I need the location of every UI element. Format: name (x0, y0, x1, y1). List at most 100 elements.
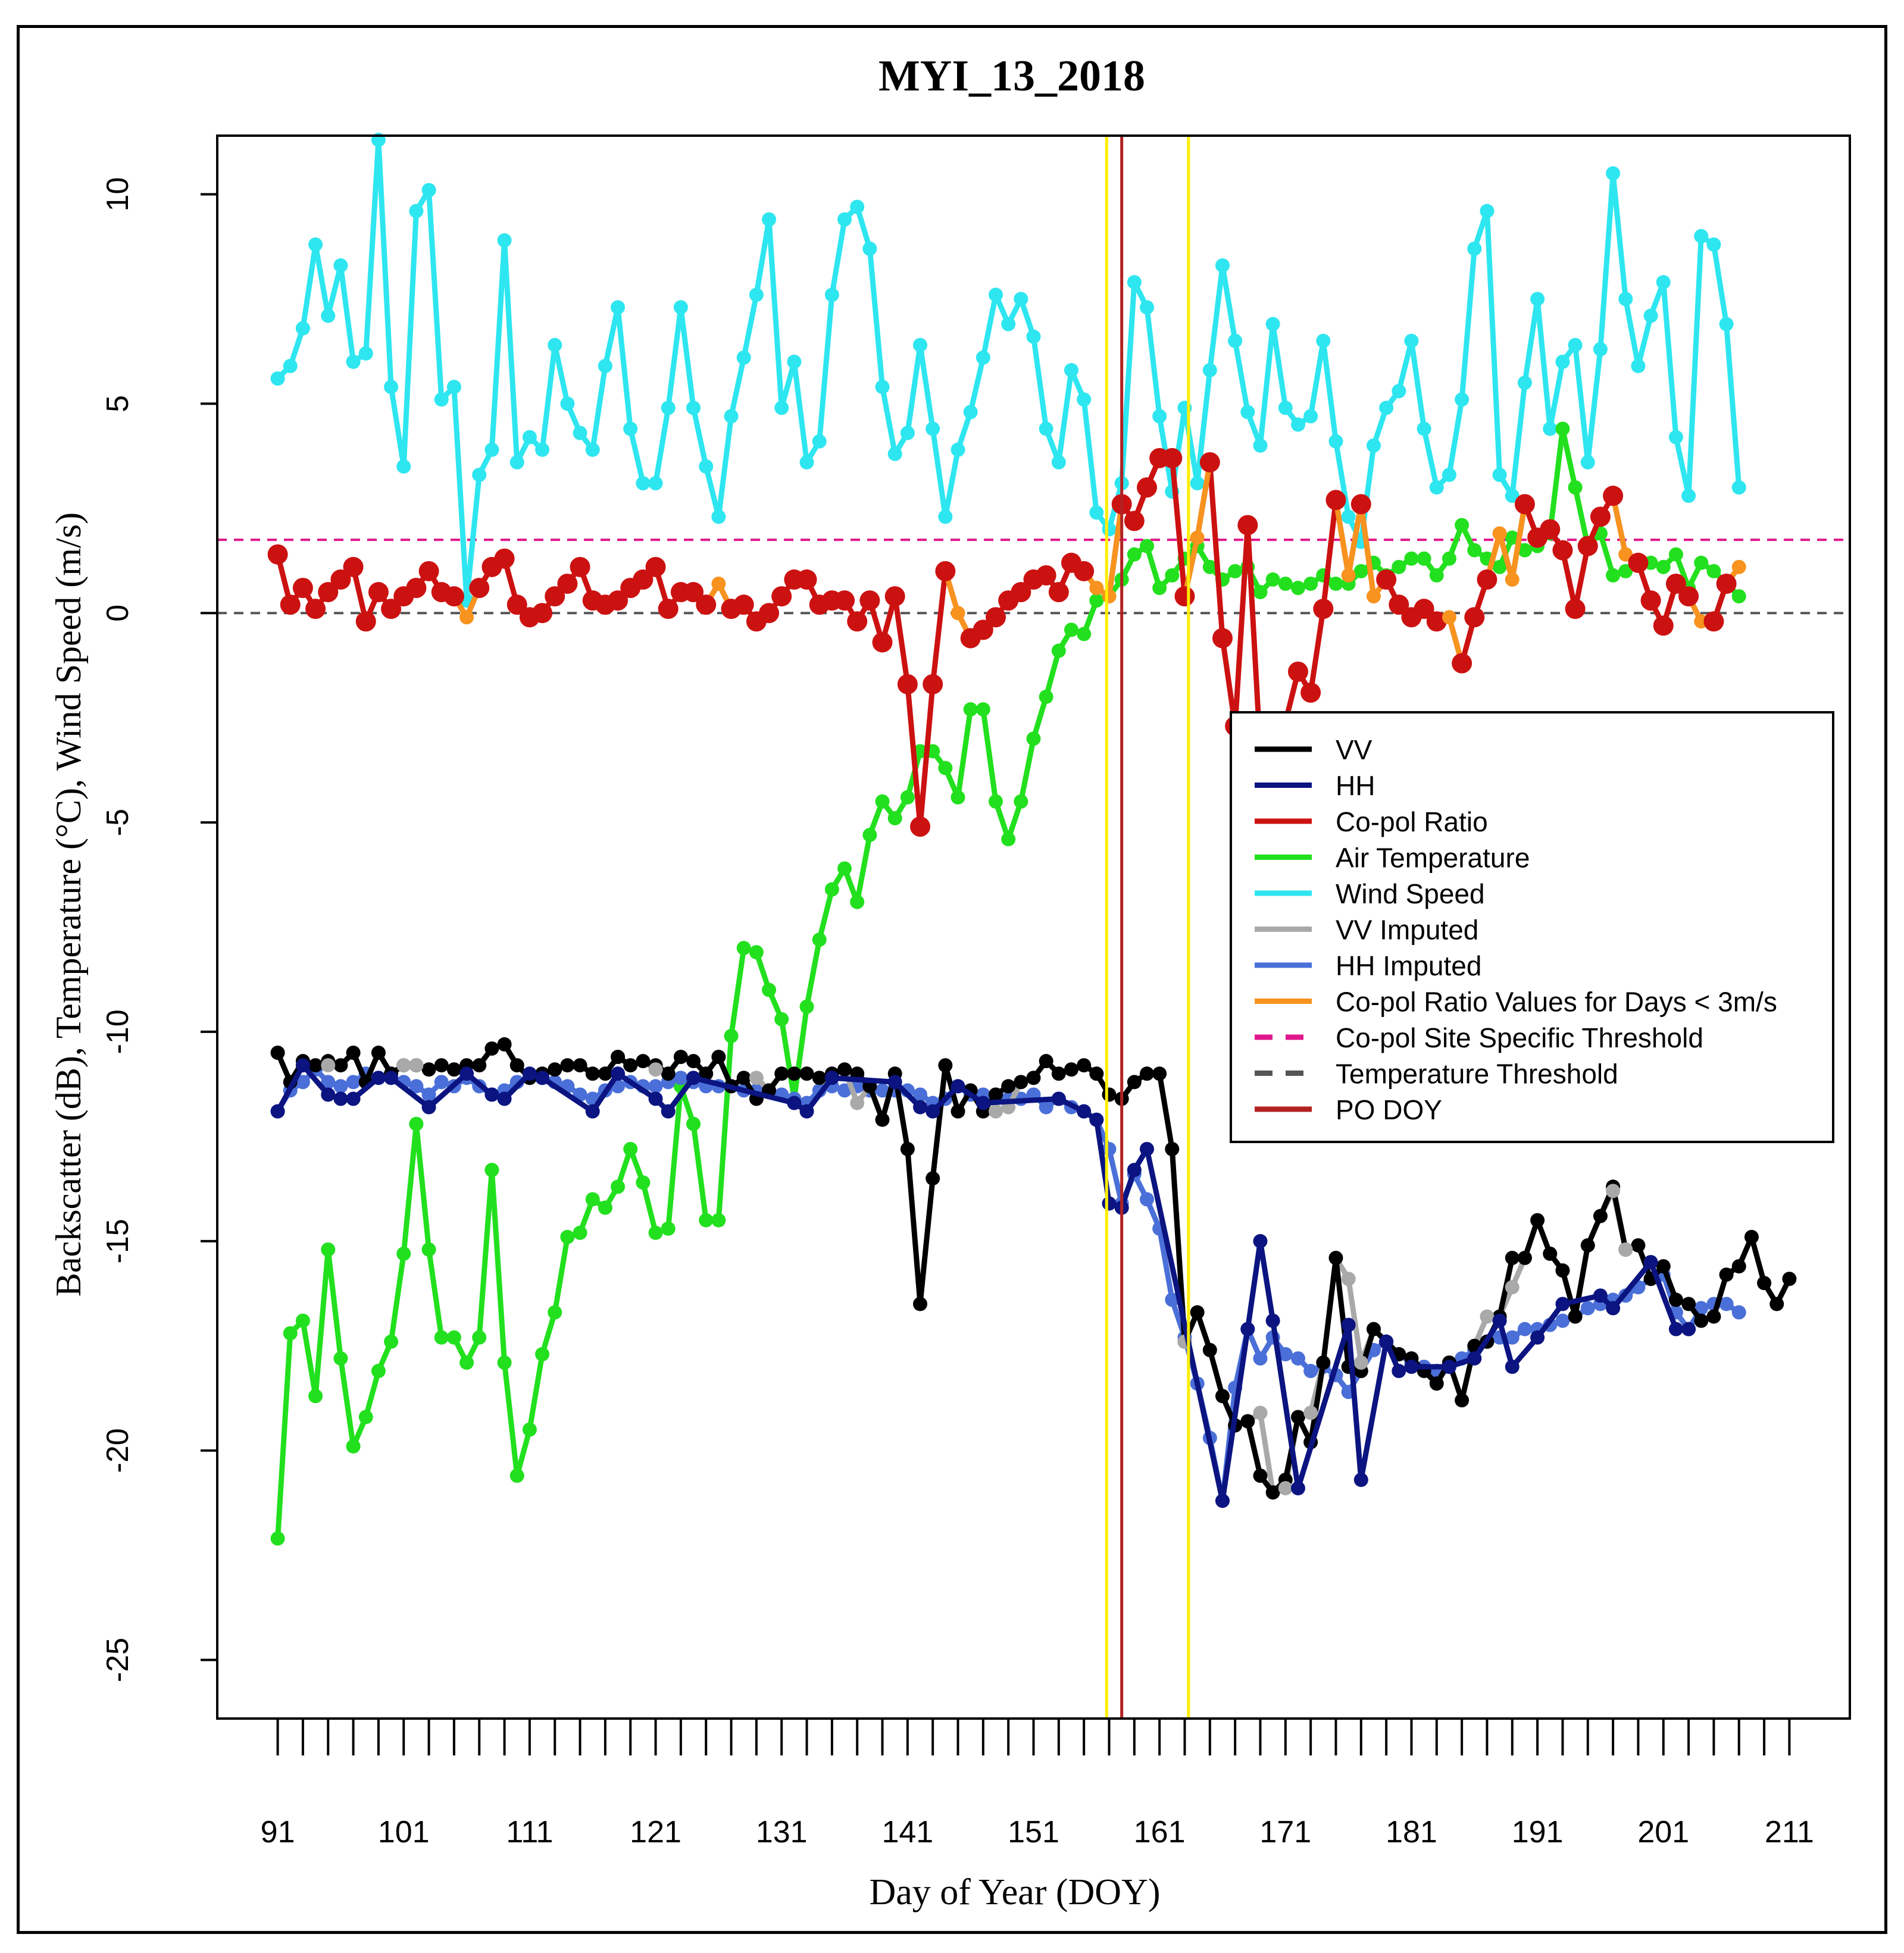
hh-point (1668, 1322, 1683, 1337)
hh-imputed-point (1290, 1351, 1305, 1366)
wind-speed-point (560, 396, 575, 411)
air-temperature-point (384, 1334, 399, 1349)
wind-speed-point (346, 355, 361, 369)
vv-point (1290, 1410, 1305, 1425)
air-temperature-point (1568, 480, 1583, 495)
vv-point (346, 1046, 361, 1060)
copol-ratio-point (267, 544, 288, 565)
hh-imputed-point (837, 1083, 852, 1098)
wind-speed-point (1429, 480, 1444, 495)
vv-point (371, 1046, 386, 1060)
vv-point (472, 1058, 487, 1073)
vv-point (1719, 1267, 1734, 1282)
copol-ratio-point (305, 599, 326, 619)
copol-ratio-point (973, 619, 993, 640)
hh-imputed-point (295, 1075, 310, 1090)
x-tick-label: 181 (1386, 1815, 1437, 1849)
wind-speed-point (333, 258, 348, 273)
wind-speed-point (472, 468, 487, 482)
vv-point (1668, 1292, 1683, 1307)
wind-speed-point (812, 434, 827, 449)
copol-low-wind-point (1190, 530, 1205, 545)
wind-speed-point (1265, 317, 1280, 331)
vv-point (699, 1066, 714, 1081)
wind-speed-point (1341, 509, 1356, 524)
copol-ratio-point (1577, 536, 1598, 556)
copol-ratio-point (1628, 552, 1649, 573)
wind-speed-point (699, 459, 714, 474)
hh-imputed-point (913, 1087, 928, 1102)
vv-point (1744, 1229, 1759, 1244)
wind-speed-point (1731, 480, 1746, 495)
copol-low-wind-segment (1497, 531, 1515, 583)
vv-point (1064, 1062, 1078, 1077)
legend: VV HH Co-pol Ratio Air Temperature Wind Spee… (1230, 711, 1834, 1143)
vv-point (1039, 1054, 1053, 1069)
vv-imputed-point (1618, 1242, 1633, 1257)
vv-point (548, 1062, 562, 1077)
hh-point (585, 1104, 600, 1119)
vv-point (421, 1062, 436, 1077)
wind-speed-point (1303, 409, 1318, 424)
copol-ratio-point (834, 590, 855, 611)
vv-point (1694, 1313, 1709, 1328)
vv-point (573, 1058, 587, 1073)
hh-point (1467, 1351, 1482, 1366)
copol-ratio-point (859, 590, 880, 611)
copol-ratio-point (1011, 582, 1031, 603)
air-temperature-point (762, 982, 777, 997)
wind-speed-point (1392, 384, 1406, 399)
vv-point (913, 1297, 928, 1312)
wind-speed-point (1202, 363, 1217, 378)
chart-title: MYI_13_2018 (878, 52, 1145, 101)
wind-speed-point (522, 430, 537, 445)
copol-ratio-point (1552, 540, 1573, 561)
figure-frame (17, 25, 1887, 1934)
copol-ratio-point (1212, 628, 1233, 649)
air-temperature-point (1404, 551, 1419, 566)
air-temperature-point (598, 1200, 612, 1215)
copol-ratio-point (330, 569, 351, 590)
x-tick-label: 161 (1134, 1815, 1186, 1849)
copol-ratio-point (570, 556, 590, 577)
air-temperature-point (951, 790, 965, 805)
copol-ratio-point (633, 569, 654, 590)
hh-point (611, 1066, 626, 1081)
vv-point (434, 1058, 449, 1073)
copol-low-wind-point (1341, 568, 1356, 583)
wind-speed-point (295, 321, 310, 336)
air-temperature-point (887, 811, 902, 826)
wind-speed-point (1316, 333, 1331, 348)
air-temperature-point (623, 1141, 638, 1156)
wind-speed-point (636, 476, 651, 491)
air-temperature-point (686, 1116, 701, 1131)
wind-speed-point (799, 455, 814, 470)
vv-point (787, 1066, 802, 1081)
air-temperature-point (1290, 581, 1305, 595)
vv-point (661, 1066, 676, 1081)
wind-speed-point (1417, 421, 1431, 436)
x-tick-label: 191 (1512, 1815, 1564, 1849)
copol-low-wind-segment (1509, 501, 1528, 583)
air-temperature-point (1039, 689, 1053, 704)
vv-imputed-point (1606, 1184, 1621, 1198)
copol-ratio-point (771, 586, 792, 607)
wind-speed-point (862, 242, 877, 256)
vv-imputed-point (1341, 1272, 1356, 1287)
legend-label: HH Imputed (1336, 950, 1481, 981)
wind-speed-point (1228, 333, 1243, 348)
air-temperature-point (1492, 559, 1507, 574)
air-temperature-point (837, 861, 852, 876)
air-temperature-point (1152, 581, 1167, 595)
copol-low-wind-point (1366, 589, 1381, 604)
x-tick-label: 91 (261, 1815, 295, 1849)
air-temperature-point (699, 1213, 714, 1228)
air-temperature-point (1606, 568, 1621, 583)
air-temperature-point (358, 1410, 373, 1425)
hh-imputed-point (1580, 1301, 1595, 1316)
vv-point (1026, 1071, 1041, 1085)
y-tick-label: 5 (101, 395, 135, 412)
hh-point (1593, 1288, 1608, 1303)
wind-speed-point (787, 355, 802, 369)
hh-point (1127, 1163, 1142, 1178)
